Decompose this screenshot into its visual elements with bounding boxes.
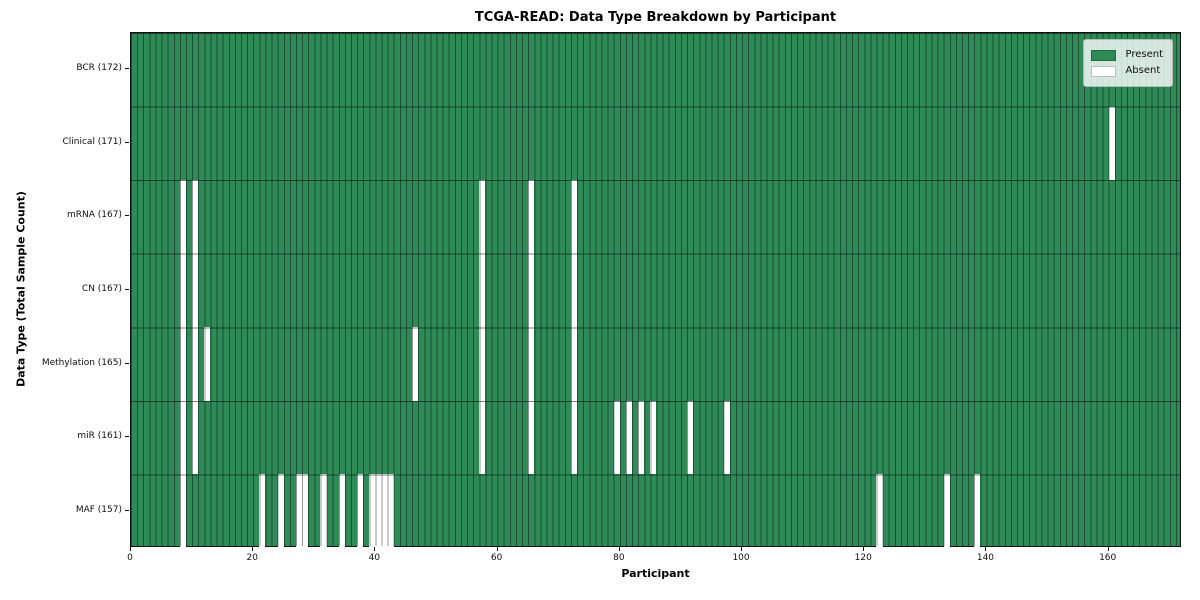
absent-cell	[876, 474, 883, 548]
legend: Present Absent	[1083, 39, 1173, 87]
x-tick-mark	[741, 547, 743, 551]
x-tick-mark	[496, 547, 498, 551]
legend-item: Absent	[1091, 64, 1163, 78]
absent-cell	[320, 474, 327, 548]
absent-cell	[638, 400, 645, 475]
y-tick-label: CN (167)	[81, 284, 122, 294]
absent-cell	[192, 253, 199, 328]
plot-area: Present Absent	[130, 32, 1181, 548]
x-tick-label: 160	[1099, 553, 1117, 563]
x-tick-mark	[374, 547, 376, 551]
absent-cell	[179, 327, 186, 401]
absent-cell	[179, 474, 186, 548]
x-tick-label: 0	[127, 553, 133, 563]
absent-cell	[302, 474, 309, 548]
x-tick-mark	[863, 547, 865, 551]
y-tick-label: BCR (172)	[76, 63, 122, 74]
absent-cell	[204, 327, 211, 401]
x-tick-label: 20	[246, 553, 258, 563]
absent-cell	[625, 400, 633, 475]
legend-label: Present	[1125, 49, 1163, 60]
y-tick-mark	[125, 68, 129, 70]
absent-cell	[974, 474, 981, 548]
absent-cell	[723, 400, 730, 475]
absent-cell	[1108, 106, 1115, 181]
legend-label: Absent	[1125, 65, 1161, 76]
x-tick-mark	[985, 547, 987, 551]
present-swatch	[1091, 49, 1117, 61]
x-axis-label: Participant	[621, 567, 690, 580]
absent-cell	[528, 180, 535, 254]
absent-cell	[479, 253, 486, 328]
y-tick-label: Clinical (171)	[62, 136, 122, 147]
absent-cell	[179, 253, 186, 328]
absent-cell	[943, 474, 950, 548]
y-tick-mark	[125, 362, 129, 364]
absent-cell	[338, 474, 345, 548]
x-tick-label: 60	[490, 553, 503, 563]
absent-cell	[687, 400, 694, 475]
y-tick-label: miR (161)	[77, 431, 122, 442]
x-tick-label: 80	[613, 553, 625, 563]
absent-cell	[479, 327, 486, 401]
x-tick-mark	[618, 547, 620, 551]
absent-cell	[259, 474, 266, 548]
absent-cell	[179, 180, 186, 254]
y-tick-mark	[125, 289, 129, 290]
x-tick-label: 140	[976, 553, 995, 563]
x-tick-label: 40	[368, 553, 381, 563]
absent-cell	[613, 400, 620, 475]
x-tick-mark	[252, 547, 254, 551]
absent-cell	[479, 400, 486, 475]
absent-cell	[528, 253, 535, 328]
absent-cell	[277, 474, 284, 548]
absent-cell	[357, 474, 364, 548]
legend-item: Present	[1091, 48, 1163, 62]
y-tick-mark	[125, 436, 129, 438]
absent-cell	[179, 400, 186, 475]
x-tick-mark	[130, 547, 131, 551]
absent-cell	[192, 180, 199, 254]
y-tick-label: MAF (157)	[75, 504, 122, 515]
y-tick-label: mRNA (167)	[67, 210, 122, 221]
x-tick-label: 100	[732, 553, 750, 563]
absent-cell	[412, 327, 419, 401]
cells-layer	[131, 33, 1180, 548]
x-tick-mark	[1107, 547, 1109, 551]
x-tick-label: 120	[854, 553, 872, 563]
y-tick-mark	[125, 215, 129, 217]
absent-cell	[387, 474, 394, 548]
absent-cell	[650, 400, 657, 475]
chart-title: TCGA-READ: Data Type Breakdown by Partic…	[474, 10, 837, 25]
y-tick-mark	[125, 509, 129, 511]
absent-cell	[570, 327, 578, 401]
absent-cell	[479, 180, 486, 254]
absent-cell	[570, 180, 578, 254]
absent-cell	[570, 400, 578, 475]
y-tick-label: Methylation (165)	[41, 357, 122, 368]
absent-cell	[528, 400, 535, 475]
absent-cell	[192, 400, 199, 475]
y-tick-mark	[125, 141, 129, 143]
absent-cell	[192, 327, 199, 401]
absent-cell	[528, 327, 535, 401]
absent-cell	[570, 253, 578, 328]
absent-swatch	[1091, 65, 1117, 77]
